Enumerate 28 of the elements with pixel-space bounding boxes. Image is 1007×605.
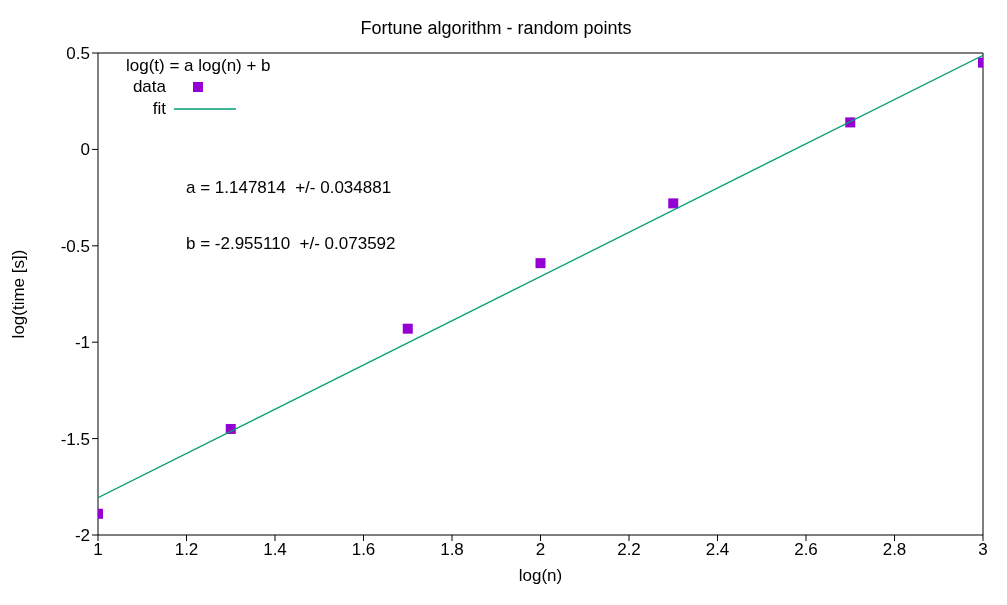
annotation: b = -2.955110 +/- 0.073592 xyxy=(186,234,396,254)
annotation: a = 1.147814 +/- 0.034881 xyxy=(186,178,392,198)
x-tick-label: 2.8 xyxy=(882,540,907,560)
x-tick-label: 1.2 xyxy=(174,540,199,560)
y-tick-label: -1.5 xyxy=(60,429,90,449)
y-tick-label: 0 xyxy=(80,140,90,160)
x-tick-label: 1 xyxy=(93,540,103,560)
y-tick-label: -1 xyxy=(74,333,90,353)
x-tick-label: 3 xyxy=(978,540,988,560)
point xyxy=(668,198,679,209)
y-tick-label: -0.5 xyxy=(60,236,90,256)
y-tick-label: 0.5 xyxy=(66,44,90,64)
x-tick-label: 1.4 xyxy=(263,540,287,560)
x-tick-label: 1.6 xyxy=(351,540,376,560)
legend-label: fit xyxy=(151,99,166,119)
x-axis-title: log(n) xyxy=(518,566,563,585)
x-tick-label: 2.2 xyxy=(617,540,641,560)
y-axis-title: log(time [s]) xyxy=(9,249,29,339)
legend-label: data xyxy=(131,77,166,97)
x-tick-label: 2.4 xyxy=(705,540,730,560)
point xyxy=(535,258,546,269)
chart-title: Fortune algorithm - random points xyxy=(359,18,633,39)
point xyxy=(402,323,413,334)
x-tick-label: 1.8 xyxy=(440,540,464,560)
x-tick-label: 2 xyxy=(535,540,546,560)
x-tick-label: 2.6 xyxy=(794,540,818,560)
y-tick-label: -2 xyxy=(74,526,90,546)
legend-title: log(t) = a log(n) + b xyxy=(126,56,271,76)
